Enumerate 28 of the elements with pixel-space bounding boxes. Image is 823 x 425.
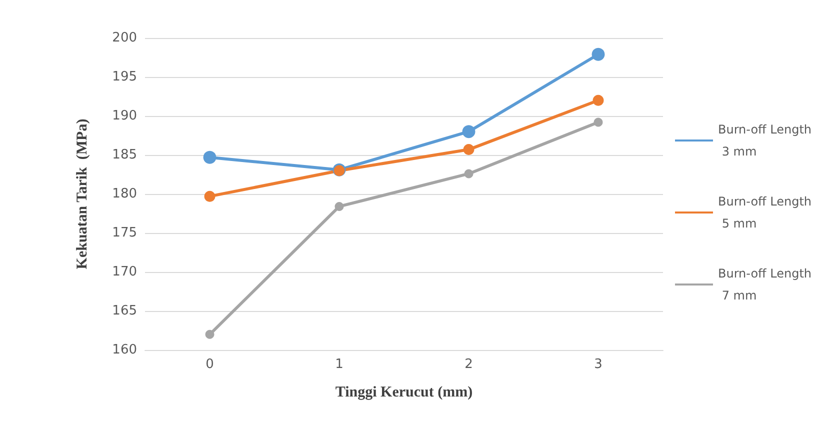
point xyxy=(204,190,216,202)
x-tick-label: 2 xyxy=(464,357,473,372)
x-tick-label: 1 xyxy=(335,357,344,372)
legend-label: Burn-off Length 5 mm xyxy=(718,194,812,230)
y-tick-label: 190 xyxy=(112,108,137,124)
y-tick-label: 180 xyxy=(112,186,137,202)
point xyxy=(205,330,214,339)
y-axis-title: Kekuatan Tarik (MPa) xyxy=(74,118,90,270)
y-tick-label: 170 xyxy=(112,264,137,280)
point xyxy=(334,202,344,211)
point xyxy=(463,144,474,156)
y-tick-label: 185 xyxy=(112,148,137,162)
y-tick-label: 195 xyxy=(112,70,137,84)
point xyxy=(592,94,604,106)
y-tick-label: 160 xyxy=(112,342,137,358)
legend-label: Burn-off Length 7 mm xyxy=(718,266,812,302)
point xyxy=(592,48,605,61)
x-tick-label: 0 xyxy=(206,357,214,372)
y-tick-label: 200 xyxy=(112,30,137,46)
point xyxy=(464,169,474,178)
x-tick-label: 3 xyxy=(594,357,602,372)
x-axis-title: Tinggi Kerucut (mm) xyxy=(335,384,473,400)
point xyxy=(594,118,603,127)
point xyxy=(462,125,476,138)
y-tick-label: 175 xyxy=(112,226,137,240)
legend-label: Burn-off Length 3 mm xyxy=(718,122,812,158)
y-tick-label: 165 xyxy=(112,304,137,318)
point xyxy=(203,150,216,164)
